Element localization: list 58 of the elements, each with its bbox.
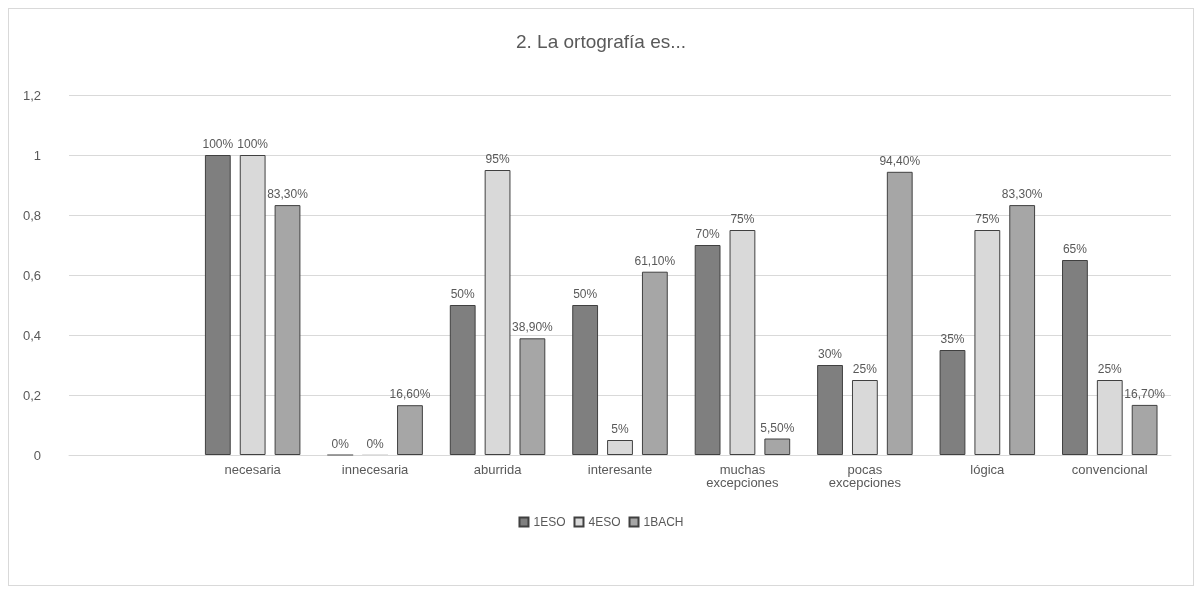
data-label: 70%	[695, 227, 720, 241]
x-tick-label: pocas excepciones	[828, 462, 902, 490]
bar	[886, 171, 913, 455]
x-tick-label: necesaria	[224, 462, 282, 477]
x-tick-label: convencional	[1071, 462, 1148, 477]
y-tick-label: 0,6	[22, 267, 41, 283]
bar	[449, 305, 476, 455]
bar	[274, 205, 301, 455]
y-tick-label: 0	[33, 447, 41, 463]
data-label: 65%	[1062, 242, 1088, 256]
data-label: 83,30%	[1001, 187, 1043, 202]
data-label: 94,40%	[879, 153, 921, 168]
y-tick-label: 0,8	[22, 207, 41, 223]
bar	[204, 155, 231, 455]
data-label: 35%	[940, 332, 965, 346]
x-tick-label: lógica	[970, 462, 1006, 477]
bar	[572, 305, 599, 455]
data-label: 75%	[730, 212, 755, 226]
y-tick-label: 0,2	[22, 387, 41, 403]
bar	[641, 271, 668, 455]
data-label: 25%	[852, 362, 878, 376]
x-tick-label: innecesaria	[341, 462, 410, 477]
chart-title: 2. La ortografía es...	[515, 31, 687, 52]
data-label: 95%	[485, 152, 510, 166]
data-label: 100%	[237, 137, 269, 151]
data-label: 30%	[818, 347, 843, 361]
data-label: 5,50%	[760, 420, 795, 435]
data-label: 25%	[1097, 362, 1123, 376]
bar	[519, 338, 546, 455]
bar	[817, 365, 843, 455]
x-tick-label: muchas excepciones	[706, 462, 780, 490]
data-label: 0%	[366, 436, 385, 451]
legend-label: 4ESO	[588, 515, 621, 529]
y-tick-label: 1,2	[22, 87, 41, 103]
data-label: 75%	[975, 212, 1000, 226]
bar	[1062, 260, 1088, 455]
bar	[939, 350, 966, 455]
data-label: 50%	[450, 287, 476, 301]
data-label: 5%	[611, 422, 629, 436]
bar	[1131, 404, 1158, 455]
bar	[397, 405, 423, 455]
data-label: 50%	[573, 287, 598, 301]
data-label: 0%	[331, 436, 350, 451]
data-label: 16,70%	[1124, 386, 1166, 401]
bar	[1009, 205, 1036, 455]
data-label: 83,30%	[267, 187, 309, 202]
legend-label: 1ESO	[533, 515, 566, 529]
y-tick-label: 0,4	[22, 327, 41, 343]
data-label: 38,90%	[512, 320, 554, 335]
data-label: 16,60%	[389, 387, 431, 402]
y-tick-label: 1	[33, 147, 41, 163]
legend-label: 1BACH	[643, 515, 684, 529]
data-label: 61,10%	[634, 253, 676, 268]
data-label: 100%	[202, 137, 234, 151]
bar	[764, 438, 791, 455]
x-tick-label: aburrida	[473, 462, 523, 477]
bar	[694, 245, 721, 455]
x-tick-label: interesante	[587, 462, 653, 477]
